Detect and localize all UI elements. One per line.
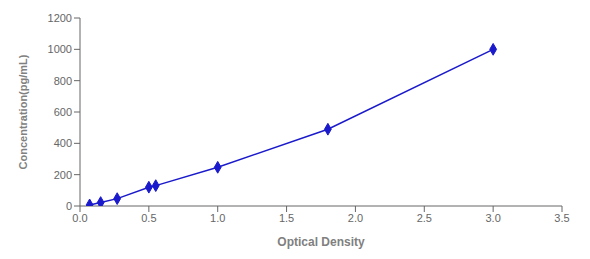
svg-text:1.5: 1.5 <box>279 212 294 224</box>
svg-text:200: 200 <box>54 169 72 181</box>
svg-text:2.0: 2.0 <box>348 212 363 224</box>
svg-text:3.0: 3.0 <box>485 212 500 224</box>
svg-text:Optical Density: Optical Density <box>277 235 365 249</box>
svg-text:Concentration(pg/mL): Concentration(pg/mL) <box>17 54 29 169</box>
svg-text:600: 600 <box>54 106 72 118</box>
svg-text:1000: 1000 <box>48 43 72 55</box>
svg-text:0.5: 0.5 <box>141 212 156 224</box>
svg-text:0: 0 <box>66 200 72 212</box>
svg-text:3.5: 3.5 <box>554 212 569 224</box>
svg-text:800: 800 <box>54 75 72 87</box>
svg-text:2.5: 2.5 <box>417 212 432 224</box>
svg-text:0.0: 0.0 <box>72 212 87 224</box>
svg-text:400: 400 <box>54 137 72 149</box>
svg-text:1.0: 1.0 <box>210 212 225 224</box>
svg-text:1200: 1200 <box>48 12 72 24</box>
